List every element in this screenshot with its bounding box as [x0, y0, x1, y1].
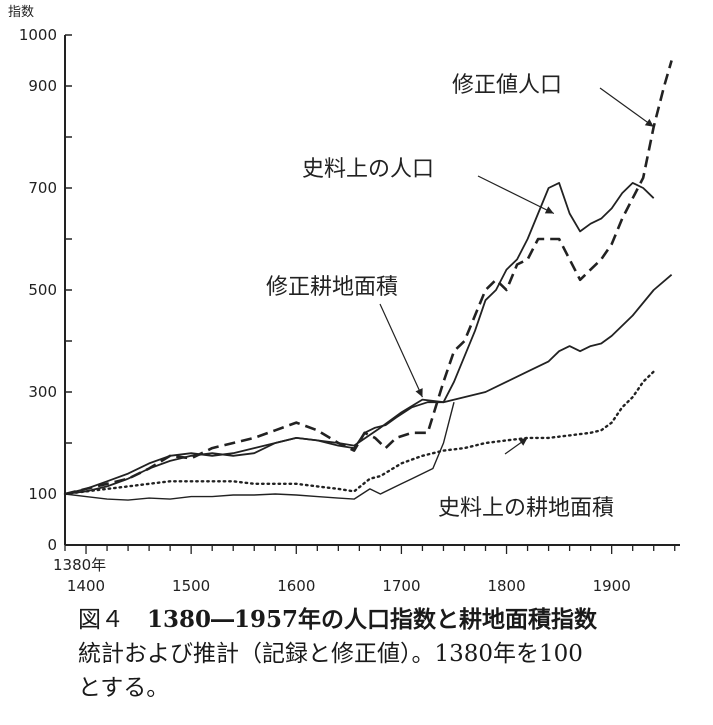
series-annotation-1: 修正値人口 — [452, 73, 562, 98]
caption-line-2: 統計および推計（記録と修正値）。1380年を100 — [78, 641, 583, 667]
x-tick-label: 1900 — [593, 577, 631, 595]
y-tick-label: 300 — [28, 383, 57, 401]
leader-line-2 — [477, 175, 555, 215]
series-line-3 — [64, 274, 673, 495]
leader-arrow-3 — [415, 388, 423, 398]
leader-arrow-1 — [644, 118, 654, 127]
x-tick-label: 1600 — [277, 577, 315, 595]
series-line-4 — [63, 370, 655, 496]
leader-line-1 — [599, 87, 655, 128]
caption-line-3: とする。 — [78, 675, 170, 701]
x-tick-label: 1700 — [382, 577, 420, 595]
caption-title: 1380―1957年の人口指数と耕地面積指数 — [147, 606, 598, 633]
index-line-chart: 指数 0 100 300 500 700 900 1000 1400 1500 1600 1700 1… — [8, 5, 680, 595]
y-tick-label: 700 — [28, 179, 57, 197]
series-line-2 — [64, 182, 655, 495]
series-line-5 — [64, 402, 455, 501]
series-annotation-2: 史料上の人口 — [302, 157, 434, 182]
leader-line-3 — [379, 303, 423, 398]
series-line-1 — [64, 60, 673, 496]
axes: 0 100 300 500 700 900 1000 1400 1500 1600 1700 1800… — [19, 26, 680, 595]
x-tick-label: 1400 — [67, 577, 105, 595]
figure-caption: 図４ 1380―1957年の人口指数と耕地面積指数 統計および推計（記録と修正値… — [78, 603, 698, 705]
x-tick-label: 1800 — [487, 577, 525, 595]
y-axis-title: 指数 — [8, 5, 34, 20]
leader-arrow-2 — [544, 206, 554, 214]
caption-line-1: 図４ 1380―1957年の人口指数と耕地面積指数 — [78, 603, 698, 637]
y-tick-label: 1000 — [19, 26, 57, 44]
x-start-label: 1380年 — [53, 556, 106, 574]
leader-arrow-4 — [518, 437, 528, 446]
y-tick-label: 900 — [28, 77, 57, 95]
caption-figure-number: 図４ — [78, 607, 147, 633]
series-annotation-3: 修正耕地面積 — [266, 275, 398, 300]
x-tick-label: 1500 — [172, 577, 210, 595]
y-tick-label: 100 — [28, 485, 57, 503]
series-annotation-4: 史料上の耕地面積 — [438, 496, 614, 521]
series-layer — [63, 60, 673, 501]
y-tick-label: 0 — [47, 536, 57, 554]
y-tick-label: 500 — [28, 281, 57, 299]
